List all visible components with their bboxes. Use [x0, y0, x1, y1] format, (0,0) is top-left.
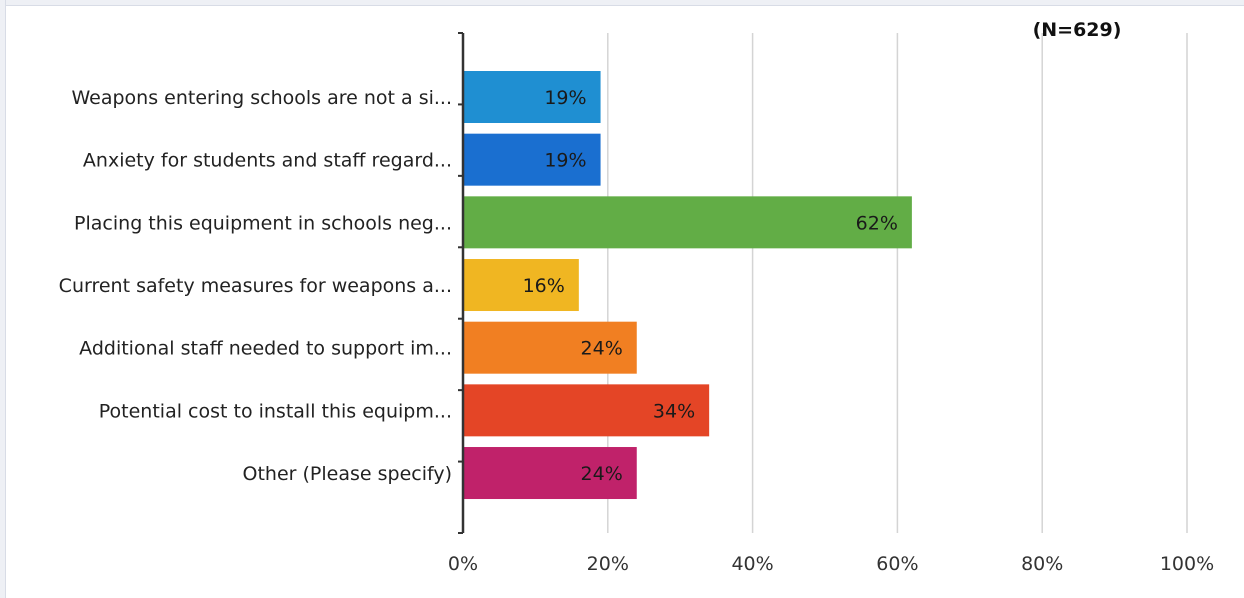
x-tick-label: 40%: [731, 553, 773, 575]
bar[interactable]: [464, 133, 601, 186]
category-label: Additional staff needed to support im...: [79, 338, 452, 360]
bar-value-label: 34%: [653, 400, 695, 422]
bar-value-label: 24%: [581, 338, 623, 360]
x-tick-label: 100%: [1160, 553, 1214, 575]
bar[interactable]: [464, 259, 579, 312]
bars: [464, 71, 912, 500]
y-axis: [458, 32, 465, 534]
category-label: Potential cost to install this equipm...: [99, 400, 452, 422]
window-left-border: [0, 0, 6, 598]
x-tick-label: 0%: [448, 553, 478, 575]
bar-value-label: 16%: [523, 275, 565, 297]
x-tick-label: 80%: [1021, 553, 1063, 575]
bar[interactable]: [464, 321, 637, 374]
x-tick-label: 20%: [587, 553, 629, 575]
bar-value-label: 19%: [544, 87, 586, 109]
bar[interactable]: [464, 384, 710, 437]
x-tick-label: 60%: [876, 553, 918, 575]
category-label: Weapons entering schools are not a si...: [71, 87, 452, 109]
bar[interactable]: [464, 71, 601, 123]
bar-value-label: 62%: [856, 212, 898, 234]
category-label: Placing this equipment in schools neg...: [74, 212, 452, 234]
sample-size-annotation: (N=629): [1033, 19, 1122, 41]
bar[interactable]: [464, 447, 637, 500]
labels: 0% 20% 40% 60% 80% 100% Weapons entering schoo…: [59, 87, 1214, 575]
bar[interactable]: [464, 196, 912, 249]
category-label: Anxiety for students and staff regard...: [83, 150, 452, 172]
bar-value-label: 19%: [544, 150, 586, 172]
category-label: Current safety measures for weapons a...: [59, 275, 452, 297]
window-top-border: [0, 0, 1244, 6]
category-label: Other (Please specify): [243, 463, 452, 485]
bar-value-label: 24%: [581, 463, 623, 485]
gridlines: [607, 33, 1188, 533]
